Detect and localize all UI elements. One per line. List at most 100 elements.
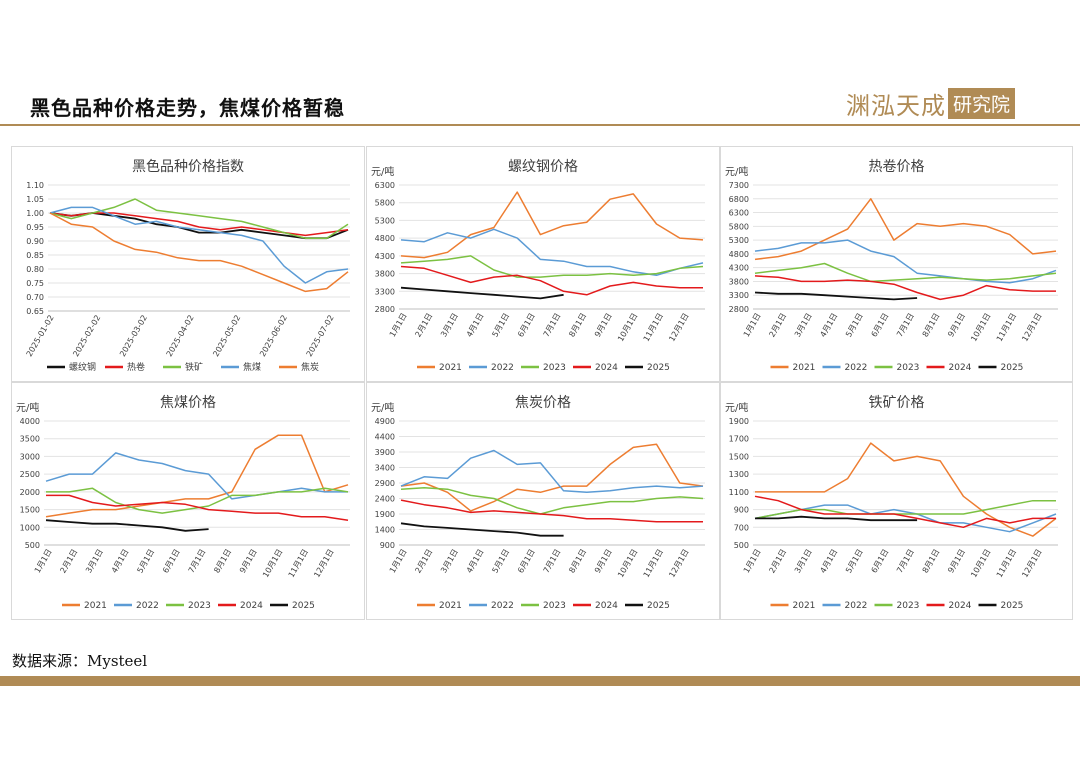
chart-coking-coal-svg: 焦煤价格 元/吨 4000 3500 3000 2500 2000 1500 1000 5001月… [16,395,350,611]
x-tick-label: 2月1日 [413,548,434,575]
chart-title: 螺纹钢价格 [508,159,578,175]
x-tick-label: 1月1日 [388,312,409,339]
x-tick-label: 7月1日 [542,312,563,339]
chart-hrc-svg: 热卷价格 元/吨 7300 6800 6300 5800 5300 4800 4300 3800 3… [725,159,1058,373]
logo-box-text: 研究院 [948,87,1016,119]
y-tick-label: 4800 [729,250,749,259]
x-tick-label: 2025-05-02 [211,314,242,359]
chart-panel-coke: 焦炭价格 元/吨 4900 4400 3900 3400 2900 2400 1900 1400 9… [366,382,720,620]
legend-label: 2025 [1001,601,1024,611]
y-tick-label: 3400 [375,464,395,473]
x-tick-label: 4月1日 [465,548,486,575]
y-tick-label: 1.00 [26,209,44,218]
y-tick-label: 4400 [375,433,395,442]
y-tick-label: 5800 [375,199,395,208]
x-tick-label: 9月1日 [238,548,259,575]
series-line-2023 [400,255,704,278]
y-tick-label: 2000 [20,488,40,497]
x-tick-label: 1月1日 [742,548,763,575]
y-tick-label: 7300 [729,181,749,190]
x-tick-label: 3月1日 [793,548,814,575]
series-line-2022 [400,449,704,494]
x-tick-label: 12月1日 [1020,548,1043,580]
x-tick-label: 6月1日 [870,312,891,339]
series-line-2023 [400,486,704,515]
chart-title: 焦炭价格 [515,395,571,411]
y-tick-label: 1.10 [26,181,44,190]
series-line-2021 [45,434,349,518]
x-tick-label: 7月1日 [187,548,208,575]
y-tick-label: 3300 [729,291,749,300]
legend-label: 2025 [1001,363,1024,373]
series-line-2025 [400,522,564,537]
x-tick-label: 12月1日 [1020,312,1043,344]
legend-label: 2025 [292,601,315,611]
series-line-2021 [400,191,704,259]
legend-label: 2021 [793,601,816,611]
legend-label: 热卷 [127,361,145,373]
logo-main-text: 渊泓天成 [846,91,946,120]
data-source: 数据来源：Mysteel [12,652,148,670]
legend-label: 2023 [897,601,920,611]
y-tick-label: 5800 [729,222,749,231]
legend-label: 焦煤 [243,361,261,373]
y-tick-label: 1400 [375,526,395,535]
x-tick-label: 7月1日 [895,312,916,339]
chart-title: 热卷价格 [869,159,925,175]
chart-rebar-svg: 螺纹钢价格 元/吨 6300 5800 5300 4800 4300 3800 3300 2800… [371,159,705,373]
y-axis-label: 元/吨 [371,165,394,178]
chart-coke-svg: 焦炭价格 元/吨 4900 4400 3900 3400 2900 2400 1900 1400 9… [371,395,705,611]
chart-title: 焦煤价格 [160,395,216,411]
series-line-2024 [400,265,703,296]
legend-label: 2022 [136,601,159,611]
legend-label: 2024 [949,601,972,611]
legend-label: 2022 [491,601,514,611]
y-tick-label: 2500 [20,470,40,479]
x-tick-label: 6月1日 [161,548,182,575]
series-line-热卷 [49,212,349,237]
y-tick-label: 3500 [20,435,40,444]
x-tick-label: 4月1日 [465,312,486,339]
x-tick-label: 7月1日 [895,548,916,575]
legend-label: 2024 [240,601,263,611]
y-tick-label: 0.75 [26,279,44,288]
x-tick-label: 3月1日 [84,548,105,575]
chart-panel-coking-coal: 焦煤价格 元/吨 4000 3500 3000 2500 2000 1500 1000 500 1月… [11,382,365,620]
chart-panel-hrc: 热卷价格 元/吨 7300 6800 6300 5800 5300 4800 4300 3800 3… [720,146,1073,382]
y-tick-label: 6800 [729,195,749,204]
x-tick-label: 8月1日 [921,312,942,339]
x-tick-label: 2月1日 [767,312,788,339]
y-tick-label: 4300 [729,264,749,273]
series-line-2021 [400,443,704,512]
x-tick-label: 5月1日 [490,548,511,575]
y-tick-label: 4800 [375,234,395,243]
x-tick-label: 8月1日 [567,548,588,575]
chart-panel-iron-ore: 铁矿价格 元/吨 1900 1700 1500 1300 1100 900 700 500 1月1日… [720,382,1073,620]
x-tick-label: 2月1日 [58,548,79,575]
legend-label: 2021 [439,363,462,373]
y-tick-label: 4000 [20,417,40,426]
y-tick-label: 1100 [729,488,749,497]
x-tick-label: 2025-06-02 [258,314,289,359]
y-tick-label: 1.05 [26,195,44,204]
chart-title: 铁矿价格 [869,395,925,411]
series-line-2024 [46,494,349,521]
x-tick-label: 3月1日 [439,312,460,339]
series-line-2024 [754,495,1056,529]
y-tick-label: 900 [734,506,749,515]
x-tick-label: 10月1日 [969,548,992,580]
y-tick-label: 2900 [375,479,395,488]
series-line-2024 [400,499,703,523]
legend-label: 焦炭 [301,361,319,373]
x-tick-label: 11月1日 [642,312,665,344]
y-tick-label: 1500 [729,452,749,461]
x-tick-label: 3月1日 [793,312,814,339]
series-line-螺纹钢 [49,212,349,240]
y-tick-label: 6300 [375,181,395,190]
x-tick-label: 10月1日 [616,548,639,580]
y-tick-label: 0.70 [26,293,44,302]
legend-label: 2024 [595,601,618,611]
header-rule [0,124,1080,126]
y-tick-label: 3800 [729,277,749,286]
x-tick-label: 1月1日 [388,548,409,575]
